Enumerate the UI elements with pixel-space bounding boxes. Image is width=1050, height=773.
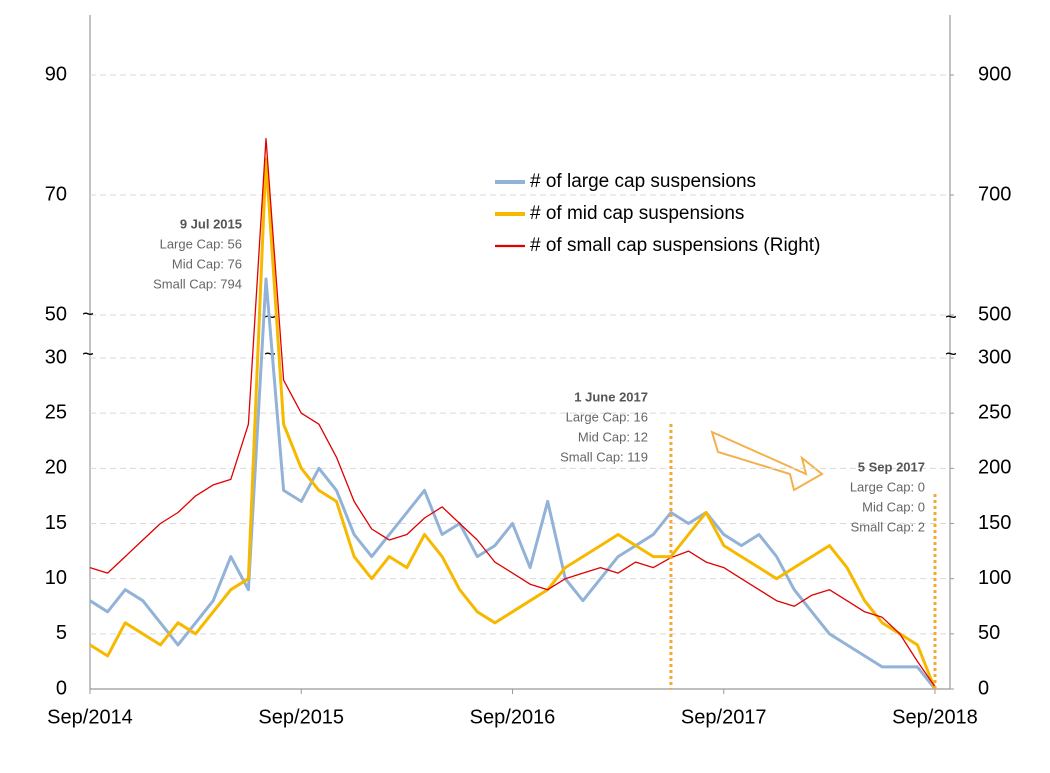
annotation-line: Mid Cap: 0 [862,499,925,514]
y-tick-label: 10 [45,567,67,589]
y2-tick-label: 250 [978,401,1011,423]
series-line [89,137,936,688]
y2-tick-label: 200 [978,457,1011,479]
annotation-line: Small Cap: 2 [851,519,925,534]
y2-tick-label: 0 [978,677,989,699]
y-tick-label: 15 [45,512,67,534]
annotation-line: Mid Cap: 76 [172,256,242,271]
y-tick-label: 30 [45,346,67,368]
annotation-line: Small Cap: 794 [153,276,242,291]
x-tick-label: Sep/2014 [47,706,133,728]
trend-arrow [710,430,824,492]
legend-label: # of large cap suspensions [530,171,756,192]
axis-break: ~ [945,306,957,328]
y2-tick-label: 700 [978,183,1011,205]
axis-break: ~ [82,303,94,325]
annotation-title: 9 Jul 2015 [180,216,242,231]
legend-label: # of mid cap suspensions [530,203,744,224]
axis-break: ~ [264,343,276,365]
y-tick-label: 50 [45,303,67,325]
y-tick-label: 70 [45,183,67,205]
y2-tick-label: 100 [978,567,1011,589]
y-tick-label: 25 [45,401,67,423]
y-tick-label: 90 [45,63,67,85]
series-line [89,157,937,690]
axis-break: ~ [82,343,94,365]
legend-label: # of small cap suspensions (Right) [530,235,820,256]
axis-break: ~ [945,343,957,365]
annotation-line: Small Cap: 119 [560,449,648,464]
y2-tick-label: 300 [978,346,1011,368]
y2-tick-label: 150 [978,512,1011,534]
y2-tick-label: 900 [978,63,1011,85]
x-tick-label: Sep/2018 [892,706,978,728]
x-tick-label: Sep/2015 [258,706,344,728]
annotation-title: 1 June 2017 [574,389,648,404]
y2-tick-label: 50 [978,622,1000,644]
y-tick-label: 5 [56,622,67,644]
annotation-line: Large Cap: 0 [850,479,925,494]
y-tick-label: 20 [45,457,67,479]
y-tick-label: 0 [56,677,67,699]
y2-tick-label: 500 [978,303,1011,325]
x-tick-label: Sep/2016 [470,706,556,728]
series-line [89,277,937,690]
annotation-line: Large Cap: 56 [160,236,242,251]
annotation-line: Large Cap: 16 [566,409,648,424]
annotation-line: Mid Cap: 12 [578,429,648,444]
x-tick-label: Sep/2017 [681,706,767,728]
annotation-title: 5 Sep 2017 [858,459,925,474]
